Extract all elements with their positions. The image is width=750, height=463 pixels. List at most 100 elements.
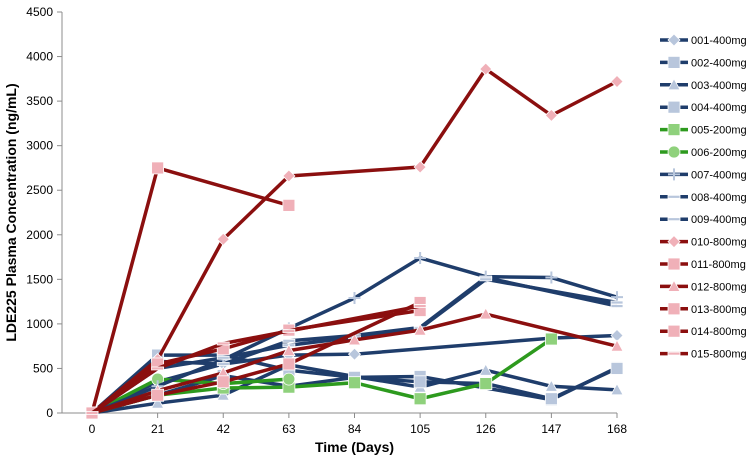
data-point [610,382,624,396]
data-point [413,375,427,389]
x-tick-label: 63 [282,422,296,436]
legend-marker [667,123,681,136]
x-tick-label: 42 [217,422,231,436]
data-point [610,362,624,375]
legend-item: 004-400mg [660,100,747,114]
x-tick-label: 0 [89,422,96,436]
legend-label: 012-800mg [691,281,747,293]
data-point [479,277,493,282]
data-point [544,332,558,346]
legend-item: 005-200mg [660,123,747,137]
series-line [91,312,618,415]
data-point [347,333,362,346]
legend-label: 004-400mg [691,102,747,114]
x-tick-label: 126 [476,422,496,436]
y-tick-label: 2000 [26,228,53,242]
legend-label: 014-800mg [691,326,747,338]
legend-item: 014-800mg [660,324,747,338]
data-point [216,355,230,360]
data-point [413,392,427,406]
legend-item: 015-800mg [660,349,747,361]
y-tick-label: 500 [33,361,53,375]
legend-marker [667,279,681,292]
data-point [413,304,427,308]
data-point [282,338,296,343]
data-point [282,169,296,183]
data-point [413,160,427,174]
legend-label: 009-400mg [691,214,747,226]
data-point [610,300,624,305]
data-point [216,375,230,389]
x-tick-label: 168 [607,422,627,436]
x-axis-title: Time (Days) [315,439,394,455]
legend-marker [667,100,681,114]
series-layer [85,62,624,420]
legend-marker [667,217,681,222]
data-point [479,363,493,376]
data-point [479,307,493,320]
data-point [151,161,165,175]
data-point [413,323,427,336]
legend-marker [667,351,681,356]
data-point [479,62,493,76]
legend-label: 002-400mg [691,57,747,69]
data-point [348,292,361,305]
series-015-800mg [85,304,427,415]
x-tick-label: 21 [151,422,165,436]
legend-marker [667,77,681,91]
series-line [91,277,618,415]
legend-item: 011-800mg [660,257,746,271]
legend-marker [668,168,680,181]
data-point [282,329,296,333]
data-point [545,271,558,284]
series-line [90,67,618,415]
data-point [544,392,558,406]
legend-item: 013-800mg [660,302,747,316]
y-tick-label: 1000 [26,317,53,331]
y-tick-label: 1500 [26,272,53,286]
data-point [151,388,165,402]
data-point [610,339,624,352]
data-point [216,362,230,366]
data-point [347,347,362,361]
legend-item: 002-400mg [660,56,747,69]
series-line [90,353,618,415]
data-point [150,396,165,409]
y-axis-title: LDE225 Plasma Concentration (ng/mL) [3,83,19,341]
legend-label: 015-800mg [691,349,747,361]
y-tick-label: 4500 [26,5,53,19]
y-tick-label: 0 [46,406,53,420]
legend-label: 007-400mg [691,169,747,181]
data-point [282,357,296,371]
legend-item: 008-400mg [660,192,747,204]
legend-label: 011-800mg [691,259,746,271]
axes: 0 500 1000 1500 2000 2500 3000 3500 4000 4500 0 21 4… [26,5,627,436]
x-tick-label: 105 [410,422,430,436]
legend-marker [667,324,681,338]
legend-label: 005-200mg [691,125,747,137]
legend: 001-400mg 002-400mg 003-400mg 004-400mg 005-… [660,33,747,361]
legend-label: 013-800mg [691,304,747,316]
legend-marker [667,302,681,316]
legend-label: 008-400mg [691,192,747,204]
data-point [216,388,230,401]
y-tick-label: 2500 [26,183,53,197]
data-point [610,74,624,89]
legend-item: 012-800mg [660,279,747,293]
legend-item: 009-400mg [660,214,747,226]
legend-marker [667,235,681,249]
x-tick-label: 147 [541,422,561,436]
data-point [282,343,296,357]
data-point [479,377,493,390]
legend-marker [667,33,681,47]
legend-label: 001-400mg [691,35,747,47]
y-tick-label: 3000 [26,139,53,153]
data-point [610,304,624,308]
data-point [216,341,230,346]
data-point [85,411,99,415]
legend-item: 001-400mg [660,33,747,47]
legend-item: 007-400mg [660,168,747,181]
legend-item: 010-800mg [660,235,747,249]
